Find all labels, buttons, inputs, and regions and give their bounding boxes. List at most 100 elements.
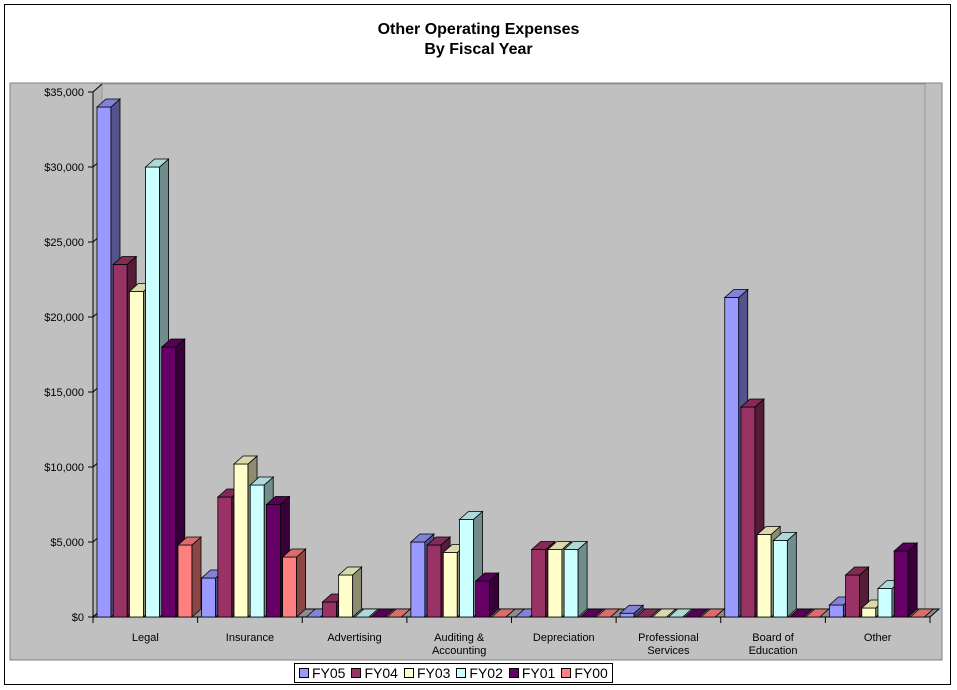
legend-label: FY03 <box>416 665 451 681</box>
bar-front <box>772 540 788 618</box>
x-tick-label: Advertising <box>327 632 381 644</box>
bar-front <box>531 549 547 618</box>
bar-front <box>161 346 177 618</box>
bar <box>337 566 363 618</box>
bar-top <box>409 533 435 543</box>
legend-swatch <box>561 668 572 678</box>
bar-front <box>475 580 491 618</box>
x-tick-label-line: Legal <box>132 632 159 644</box>
bar-top <box>667 608 693 618</box>
x-tick-label-line: Services <box>647 645 690 657</box>
legend-item: FY00 <box>561 665 608 681</box>
bar-front <box>217 496 233 618</box>
legend-swatch <box>299 668 309 678</box>
bar-top <box>474 572 500 582</box>
bar-top <box>530 541 556 550</box>
y-tick-label: $30,000 <box>44 162 84 174</box>
bar-top <box>265 496 291 505</box>
y-tick-diagonal <box>92 83 103 93</box>
bar-top <box>739 398 766 408</box>
bar <box>772 531 798 618</box>
bar <box>579 608 605 618</box>
legend-label: FY00 <box>574 665 608 681</box>
y-tick-label: $10,000 <box>44 462 84 474</box>
bar <box>619 604 645 618</box>
bar-front <box>845 574 860 618</box>
legend-item: FY03 <box>403 665 451 681</box>
bar <box>893 542 919 618</box>
bar-front <box>322 601 337 618</box>
bar-top <box>369 608 396 618</box>
bar-front <box>282 556 298 618</box>
legend-item: FY01 <box>508 665 555 681</box>
bar-top <box>386 608 412 618</box>
bar <box>804 608 830 618</box>
bar-top <box>458 511 484 520</box>
bar <box>683 608 709 618</box>
x-tick-label-line: Professional <box>638 632 699 644</box>
bar-front <box>459 519 474 618</box>
bar-top <box>353 608 379 618</box>
bar <box>281 548 307 618</box>
bar <box>909 608 935 618</box>
legend-swatch <box>403 668 414 678</box>
bar-front <box>619 612 635 618</box>
x-tick-label: Auditing & Accounting <box>432 632 486 657</box>
bar <box>474 572 500 618</box>
bar-top <box>788 608 814 618</box>
bar-top <box>232 455 259 465</box>
bar-front <box>112 264 128 618</box>
x-tick-label: Legal <box>132 632 159 644</box>
bar-front <box>177 544 193 618</box>
bar-top <box>281 548 307 558</box>
bar-top <box>893 542 919 552</box>
bar-top <box>619 604 645 614</box>
bar-top <box>909 608 935 618</box>
y-tick-label: $5,000 <box>50 537 84 549</box>
bar-side <box>907 542 918 618</box>
bar-top <box>176 536 203 546</box>
chart-title: Other Operating Expenses <box>377 21 580 38</box>
bar-top <box>95 98 122 108</box>
bar-top <box>546 541 572 550</box>
bar-top <box>112 256 138 265</box>
legend-item: FY05 <box>299 665 345 681</box>
bar-front <box>828 604 844 618</box>
bar-front <box>201 577 217 618</box>
x-tick-label-line: Auditing & <box>434 632 485 644</box>
bar-front <box>547 549 563 618</box>
legend-swatch <box>456 668 467 678</box>
bar <box>563 540 589 618</box>
legend-item: FY02 <box>456 665 503 681</box>
bar <box>788 608 814 618</box>
bar-front <box>233 463 249 618</box>
bar-side <box>577 540 588 618</box>
legend-label: FY02 <box>469 665 503 681</box>
legend-swatch <box>508 668 519 678</box>
x-tick-label-line: Insurance <box>226 632 274 644</box>
legend-item: FY04 <box>351 665 398 681</box>
legend-label: FY04 <box>364 665 398 681</box>
bar-top <box>337 566 363 576</box>
bar-top <box>651 608 677 618</box>
y-tick-label: $0 <box>72 612 84 624</box>
bar <box>369 608 396 618</box>
legend-label: FY05 <box>312 665 346 681</box>
bar-top <box>804 608 830 618</box>
bar-top <box>723 289 749 298</box>
chart-subtitle: By Fiscal Year <box>424 41 533 58</box>
bar-front <box>756 534 772 618</box>
x-tick-label-line: Accounting <box>432 645 486 657</box>
bar-top <box>700 608 726 618</box>
bar-top <box>772 532 798 541</box>
bar <box>635 608 661 618</box>
bar-top <box>595 608 621 618</box>
bar <box>595 608 621 618</box>
bar-front <box>96 106 112 618</box>
bar-front <box>426 544 442 618</box>
bar-front <box>563 549 579 618</box>
bar-side <box>786 531 797 618</box>
bar-front <box>442 552 458 618</box>
x-tick-label: Professional Services <box>638 632 699 657</box>
